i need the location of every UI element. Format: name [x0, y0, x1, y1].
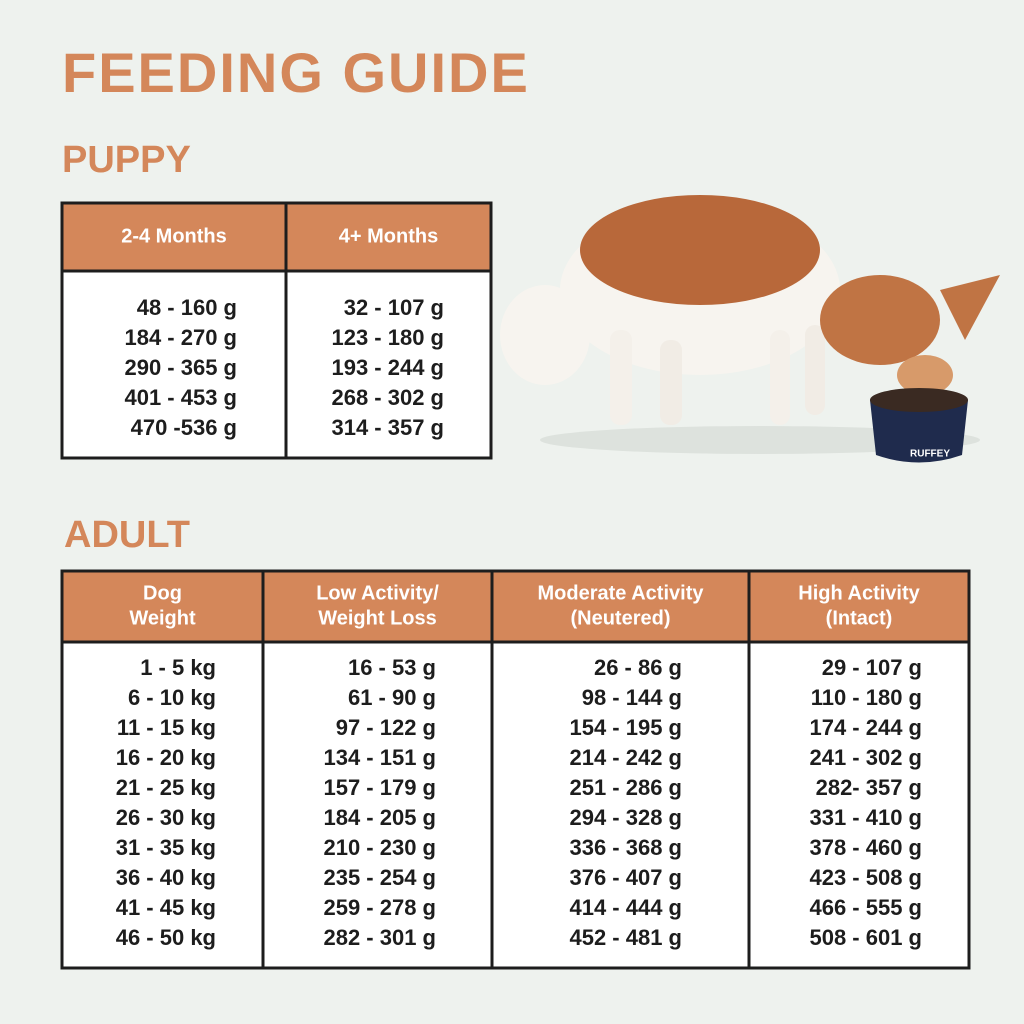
table-border — [60, 201, 493, 460]
table-cell: 331 - 410 g — [809, 805, 922, 830]
header-cell: 2-4 Months — [121, 225, 227, 247]
table-cell: 21 - 25 kg — [116, 775, 216, 800]
table-cell: 134 - 151 g — [323, 745, 436, 770]
table-header — [62, 203, 491, 271]
table-cell: 470 -536 g — [131, 415, 237, 440]
table-cell: 184 - 205 g — [323, 805, 436, 830]
table-header — [62, 571, 969, 642]
table-cell: 466 - 555 g — [809, 895, 922, 920]
table-cell: 157 - 179 g — [323, 775, 436, 800]
table-cell: 193 - 244 g — [331, 355, 444, 380]
table-cell: 32 - 107 g — [344, 295, 444, 320]
table-cell: 26 - 30 kg — [116, 805, 216, 830]
table-cell: 268 - 302 g — [331, 385, 444, 410]
table-cell: 508 - 601 g — [809, 925, 922, 950]
header-cell: Dog — [143, 582, 182, 604]
table-body — [62, 271, 491, 458]
header-cell: Low Activity/ — [316, 582, 439, 604]
table-cell: 401 - 453 g — [124, 385, 237, 410]
table-cell: 259 - 278 g — [323, 895, 436, 920]
puppy-title: PUPPY — [62, 139, 191, 181]
table-cell: 282- 357 g — [816, 775, 922, 800]
table-cell: 1 - 5 kg — [140, 655, 216, 680]
table-cell: 61 - 90 g — [348, 685, 436, 710]
table-cell: 314 - 357 g — [331, 415, 444, 440]
tables: 2-4 Months 4+ Months 48 - 160 g 32 - 107 g 1… — [60, 201, 971, 970]
table-cell: 414 - 444 g — [569, 895, 682, 920]
dog-illustration: RUFFEY — [500, 195, 1000, 463]
table-cell: 110 - 180 g — [811, 685, 922, 710]
table-cell: 210 - 230 g — [323, 835, 436, 860]
table-border — [60, 569, 971, 970]
table-cell: 174 - 244 g — [809, 715, 922, 740]
table-cell: 251 - 286 g — [569, 775, 682, 800]
table-cell: 36 - 40 kg — [116, 865, 216, 890]
table-cell: 235 - 254 g — [323, 865, 436, 890]
table-cell: 376 - 407 g — [569, 865, 682, 890]
table-body — [62, 642, 969, 968]
main-title: FEEDING GUIDE — [62, 41, 530, 104]
header-cell: 4+ Months — [339, 225, 438, 247]
table-cell: 290 - 365 g — [124, 355, 237, 380]
table-cell: 336 - 368 g — [569, 835, 682, 860]
table-cell: 184 - 270 g — [124, 325, 237, 350]
table-cell: 214 - 242 g — [569, 745, 682, 770]
table-cell: 241 - 302 g — [809, 745, 922, 770]
table-cell: 123 - 180 g — [331, 325, 444, 350]
table-cell: 294 - 328 g — [569, 805, 682, 830]
adult-title: ADULT — [64, 514, 190, 556]
table-cell: 97 - 122 g — [336, 715, 436, 740]
header-cell: High Activity — [798, 582, 920, 604]
bowl-label: RUFFEY — [910, 449, 950, 460]
table-cell: 46 - 50 kg — [116, 925, 216, 950]
table-cell: 26 - 86 g — [594, 655, 682, 680]
table-cell: 11 - 15 kg — [117, 715, 216, 740]
header-cell: (Neutered) — [570, 607, 670, 629]
header-cell: (Intact) — [826, 607, 893, 629]
table-cell: 16 - 20 kg — [116, 745, 216, 770]
table-cell: 282 - 301 g — [323, 925, 436, 950]
table-cell: 29 - 107 g — [822, 655, 922, 680]
table-cell: 48 - 160 g — [137, 295, 237, 320]
table-cell: 98 - 144 g — [582, 685, 682, 710]
header-cell: Weight — [129, 607, 196, 629]
table-cell: 41 - 45 kg — [116, 895, 216, 920]
table-cell: 423 - 508 g — [809, 865, 922, 890]
table-cell: 16 - 53 g — [348, 655, 436, 680]
table-cell: 378 - 460 g — [809, 835, 922, 860]
header-cell: Weight Loss — [318, 607, 437, 629]
table-cell: 31 - 35 kg — [116, 835, 216, 860]
table-cell: 154 - 195 g — [569, 715, 682, 740]
header-cell: Moderate Activity — [538, 582, 705, 604]
table-cell: 452 - 481 g — [569, 925, 682, 950]
table-cell: 6 - 10 kg — [128, 685, 216, 710]
